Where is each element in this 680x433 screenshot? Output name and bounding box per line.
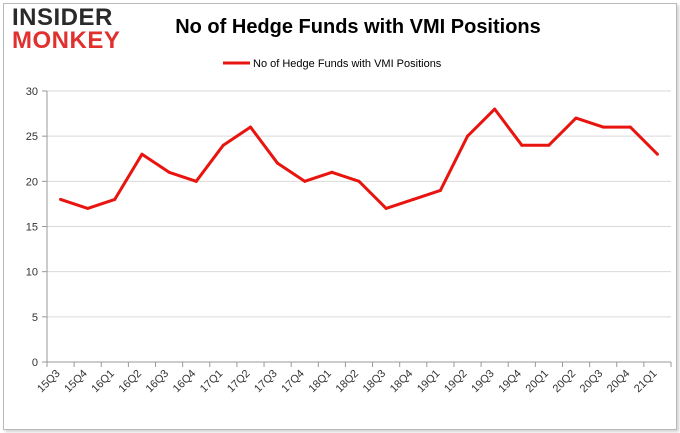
series-layer xyxy=(59,107,659,210)
y-axis: 0 5 10 15 20 25 30 xyxy=(26,86,48,369)
x-tick-label: 18Q2 xyxy=(334,368,362,396)
x-tick-label: 16Q4 xyxy=(171,368,199,396)
x-tick-label: 20Q1 xyxy=(524,368,552,396)
data-point xyxy=(330,170,334,174)
x-tick-label: 18Q3 xyxy=(361,368,389,396)
logo-line-2: MONKEY xyxy=(12,27,121,54)
data-point xyxy=(520,143,524,147)
x-tick-label: 18Q4 xyxy=(388,368,416,396)
x-tick-label: 18Q1 xyxy=(306,368,334,396)
data-point xyxy=(303,179,307,183)
x-tick-label: 17Q3 xyxy=(252,368,280,396)
y-tick-label: 0 xyxy=(32,357,38,369)
data-point xyxy=(493,107,497,111)
data-point xyxy=(194,179,198,183)
y-tick-label: 5 xyxy=(32,312,38,324)
x-tick-label: 20Q4 xyxy=(605,368,633,396)
data-point xyxy=(384,206,388,210)
x-tick-label: 16Q2 xyxy=(117,368,145,396)
x-tick-label: 17Q1 xyxy=(198,368,226,396)
x-tick-label: 20Q3 xyxy=(578,368,606,396)
chart-frame xyxy=(3,3,677,430)
x-tick-label: 19Q3 xyxy=(469,368,497,396)
data-point xyxy=(601,125,605,129)
data-point xyxy=(628,125,632,129)
data-point xyxy=(411,197,415,201)
data-point xyxy=(167,170,171,174)
data-point xyxy=(466,134,470,138)
legend-label: No of Hedge Funds with VMI Positions xyxy=(253,58,442,70)
y-tick-label: 20 xyxy=(26,176,38,188)
data-point xyxy=(357,179,361,183)
x-tick-label: 19Q2 xyxy=(442,368,470,396)
data-point xyxy=(221,143,225,147)
grid-lines xyxy=(47,90,671,363)
x-tick-label: 17Q2 xyxy=(225,368,253,396)
logo-line-1: INSIDER xyxy=(12,4,113,31)
data-point xyxy=(248,125,252,129)
insider-monkey-logo: INSIDER MONKEY xyxy=(12,6,132,56)
data-point xyxy=(438,188,442,192)
x-tick-label: 20Q2 xyxy=(551,368,579,396)
x-tick-label: 15Q3 xyxy=(35,368,63,396)
x-tick-label: 19Q1 xyxy=(415,368,443,396)
data-point xyxy=(574,116,578,120)
data-point xyxy=(655,152,659,156)
chart-title: No of Hedge Funds with VMI Positions xyxy=(175,16,541,38)
x-tick-label: 15Q4 xyxy=(62,368,90,396)
series-line xyxy=(60,107,659,210)
x-tick-label: 21Q1 xyxy=(632,368,660,396)
data-point xyxy=(140,152,144,156)
x-axis: 15Q3 15Q4 16Q1 16Q2 16Q3 16Q4 17Q1 17Q2 17Q3 17Q4… xyxy=(35,362,672,396)
x-tick-label: 17Q4 xyxy=(279,368,307,396)
x-tick-label: 16Q3 xyxy=(144,368,172,396)
y-tick-label: 30 xyxy=(26,86,38,98)
data-point xyxy=(86,206,90,210)
data-point xyxy=(113,197,117,201)
y-tick-label: 25 xyxy=(26,131,38,143)
x-tick-label: 16Q1 xyxy=(89,368,117,396)
y-tick-label: 10 xyxy=(26,267,38,279)
data-point xyxy=(59,197,63,201)
x-tick-label: 19Q4 xyxy=(496,368,524,396)
data-point xyxy=(547,143,551,147)
data-point xyxy=(276,161,280,165)
y-tick-label: 15 xyxy=(26,222,38,234)
legend: No of Hedge Funds with VMI Positions xyxy=(223,58,442,70)
